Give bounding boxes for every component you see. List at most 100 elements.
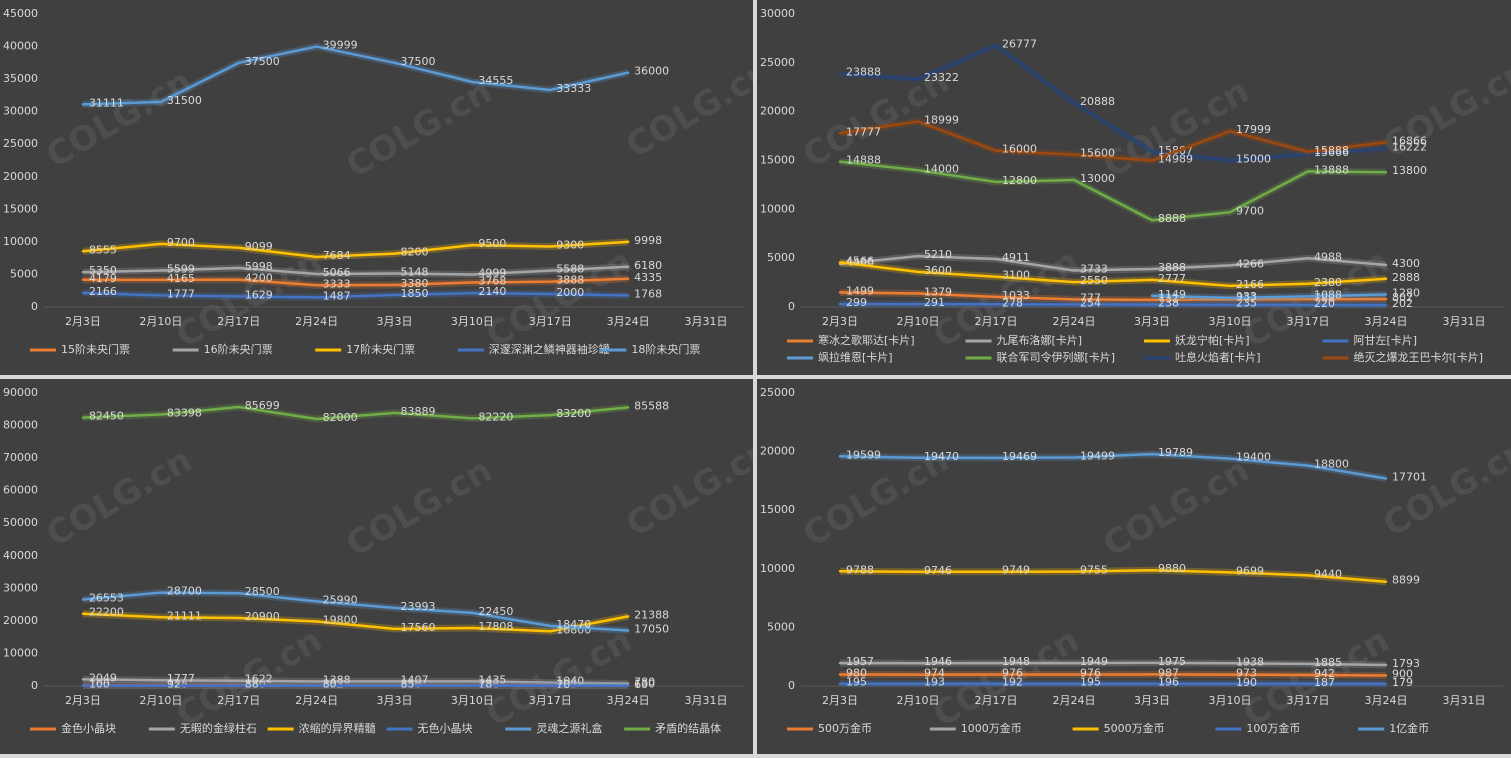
y-tick-label: 70000 bbox=[3, 451, 38, 464]
data-label: 9099 bbox=[245, 240, 273, 253]
y-tick-label: 25000 bbox=[760, 56, 795, 69]
data-label: 19470 bbox=[924, 450, 959, 463]
data-label: 196 bbox=[1158, 676, 1179, 689]
data-label: 299 bbox=[846, 296, 867, 309]
y-tick-label: 0 bbox=[31, 679, 38, 692]
x-tick-label: 2月3日 bbox=[65, 694, 101, 707]
data-label: 16866 bbox=[1392, 134, 1427, 147]
data-label: 92 bbox=[167, 678, 181, 691]
legend-label: 灵魂之源礼盒 bbox=[536, 721, 602, 735]
legend-label: 1000万金币 bbox=[961, 721, 1022, 735]
legend-label: 九尾布洛娜[卡片] bbox=[997, 333, 1083, 347]
data-label: 5998 bbox=[245, 260, 273, 273]
data-label: 1946 bbox=[924, 655, 952, 668]
y-tick-label: 10000 bbox=[760, 562, 795, 575]
data-label: 195 bbox=[1080, 676, 1101, 689]
y-tick-label: 20000 bbox=[760, 445, 795, 458]
legend-label: 寒冰之歌耶达[卡片] bbox=[818, 333, 915, 347]
data-label: 19499 bbox=[1080, 449, 1115, 462]
data-label: 5350 bbox=[89, 264, 117, 277]
data-label: 3600 bbox=[924, 264, 952, 277]
x-tick-label: 3月3日 bbox=[1134, 315, 1170, 328]
y-tick-label: 10000 bbox=[760, 202, 795, 215]
data-label: 1885 bbox=[1314, 656, 1342, 669]
data-label: 9500 bbox=[478, 237, 506, 250]
y-tick-label: 5000 bbox=[10, 267, 38, 280]
x-tick-label: 2月10日 bbox=[139, 315, 182, 328]
y-tick-label: 10000 bbox=[3, 646, 38, 659]
data-label: 26553 bbox=[89, 592, 124, 605]
x-tick-label: 3月31日 bbox=[1443, 694, 1486, 707]
data-label: 1948 bbox=[1002, 655, 1030, 668]
data-label: 1768 bbox=[634, 287, 662, 300]
y-tick-label: 60000 bbox=[3, 484, 38, 497]
x-tick-label: 2月10日 bbox=[897, 694, 940, 707]
data-label: 36000 bbox=[634, 65, 669, 78]
data-label: 9440 bbox=[1314, 567, 1342, 580]
y-tick-label: 35000 bbox=[3, 72, 38, 85]
data-label: 4988 bbox=[1314, 250, 1342, 263]
data-label: 25990 bbox=[323, 593, 358, 606]
data-label: 14888 bbox=[846, 154, 881, 167]
legend-label: 无暇的金绿柱石 bbox=[180, 721, 257, 735]
data-label: 8888 bbox=[1158, 212, 1186, 225]
data-label: 9998 bbox=[634, 234, 662, 247]
x-tick-label: 3月3日 bbox=[377, 315, 413, 328]
data-label: 37500 bbox=[245, 55, 280, 68]
y-tick-label: 20000 bbox=[760, 105, 795, 118]
data-label: 23993 bbox=[401, 600, 436, 613]
y-tick-label: 50000 bbox=[3, 516, 38, 529]
data-label: 2380 bbox=[1314, 276, 1342, 289]
data-label: 2140 bbox=[478, 285, 506, 298]
data-label: 31500 bbox=[167, 94, 202, 107]
x-tick-label: 2月24日 bbox=[1053, 694, 1096, 707]
x-tick-label: 3月17日 bbox=[1287, 315, 1330, 328]
data-label: 1088 bbox=[1314, 288, 1342, 301]
data-label: 22450 bbox=[478, 605, 513, 618]
x-tick-label: 2月10日 bbox=[897, 315, 940, 328]
data-label: 13000 bbox=[1080, 172, 1115, 185]
legend-label: 无色小晶块 bbox=[418, 721, 473, 735]
x-tick-label: 2月3日 bbox=[822, 315, 858, 328]
data-label: 19599 bbox=[846, 448, 881, 461]
data-label: 82000 bbox=[323, 411, 358, 424]
x-tick-label: 3月3日 bbox=[1134, 694, 1170, 707]
data-label: 17050 bbox=[634, 622, 669, 635]
data-label: 1629 bbox=[245, 288, 273, 301]
y-tick-label: 40000 bbox=[3, 549, 38, 562]
data-label: 23888 bbox=[846, 66, 881, 79]
data-label: 28700 bbox=[167, 585, 202, 598]
x-tick-label: 2月3日 bbox=[822, 694, 858, 707]
watermark: COLG.cn bbox=[1377, 430, 1511, 545]
data-label: 23322 bbox=[924, 71, 959, 84]
data-label: 179 bbox=[1392, 676, 1413, 689]
data-label: 933 bbox=[1236, 290, 1257, 303]
data-label: 18470 bbox=[556, 618, 591, 631]
legend-label: 联合军司令伊列娜[卡片] bbox=[997, 350, 1116, 364]
data-label: 9749 bbox=[1002, 564, 1030, 577]
data-label: 15888 bbox=[1314, 144, 1349, 157]
y-tick-label: 30000 bbox=[3, 581, 38, 594]
series-line bbox=[840, 304, 1386, 305]
x-tick-label: 2月17日 bbox=[975, 315, 1018, 328]
data-label: 5599 bbox=[167, 263, 195, 276]
data-label: 100 bbox=[89, 678, 110, 691]
watermark: COLG.cn bbox=[40, 61, 199, 176]
x-tick-label: 3月17日 bbox=[1287, 694, 1330, 707]
legend-label: 吐息火焰者[卡片] bbox=[1175, 350, 1261, 364]
data-label: 37500 bbox=[401, 55, 436, 68]
y-tick-label: 20000 bbox=[3, 170, 38, 183]
data-label: 31111 bbox=[89, 96, 124, 109]
data-label: 1149 bbox=[1158, 288, 1186, 301]
legend-label: 5000万金币 bbox=[1104, 721, 1165, 735]
data-label: 2166 bbox=[89, 285, 117, 298]
data-label: 193 bbox=[924, 676, 945, 689]
legend-label: 17阶未央门票 bbox=[346, 342, 415, 356]
data-label: 2550 bbox=[1080, 274, 1108, 287]
data-label: 80 bbox=[323, 678, 337, 691]
data-label: 39999 bbox=[323, 39, 358, 52]
legend-label: 阿甘左[卡片] bbox=[1354, 334, 1418, 347]
